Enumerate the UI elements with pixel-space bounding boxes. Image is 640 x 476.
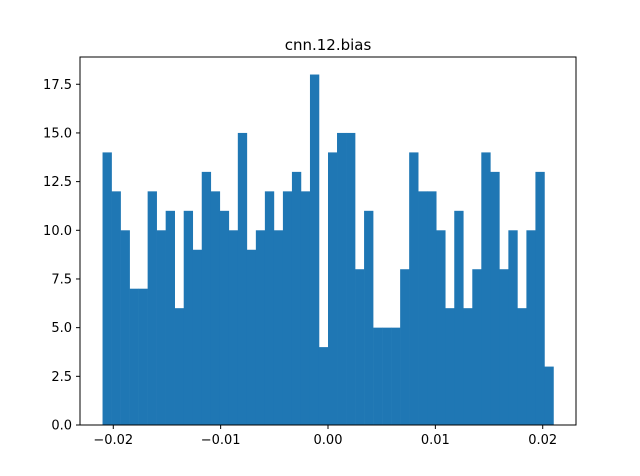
histogram-bar [364, 210, 374, 425]
histogram-bar [165, 210, 175, 425]
histogram-bar [120, 230, 130, 425]
histogram-bar [373, 327, 383, 425]
histogram-bar [445, 308, 455, 425]
histogram-bar [337, 132, 347, 425]
y-tick-label: 15.0 [43, 126, 72, 141]
histogram-bar [309, 74, 320, 426]
chart-title: cnn.12.bias [285, 36, 372, 54]
histogram-bar [219, 210, 230, 425]
histogram-bar [138, 288, 148, 425]
histogram-bar [282, 191, 293, 425]
histogram-bar [391, 327, 401, 425]
histogram-bar [526, 230, 536, 425]
histogram-bar [508, 230, 518, 425]
histogram-bar [201, 171, 212, 425]
histogram-bar [418, 191, 428, 425]
histogram-bar [400, 269, 410, 425]
y-axis: 0.0 2.5 5.0 7.5 10.0 12.5 15.0 17.5 [43, 78, 80, 434]
histogram-bar [102, 152, 112, 425]
histogram-bar [237, 132, 248, 425]
y-tick-label: 10.0 [43, 224, 72, 239]
y-tick-label: 0.0 [51, 419, 72, 434]
histogram-bar [454, 210, 464, 425]
histogram-bar [192, 249, 203, 425]
x-tick-label: −0.01 [201, 433, 241, 448]
y-tick-label: 7.5 [51, 272, 72, 287]
histogram-bar [264, 191, 275, 425]
histogram-bar [291, 171, 302, 425]
histogram-bar [355, 269, 365, 425]
histogram-bar [481, 152, 491, 425]
histogram-bar [427, 191, 437, 425]
histogram-bar [544, 366, 554, 425]
histogram-bar [490, 171, 500, 425]
x-tick-label: 0.01 [421, 433, 450, 448]
x-tick-label: 0.02 [528, 433, 557, 448]
histogram-bar [346, 132, 356, 425]
histogram-bar [472, 269, 482, 425]
y-tick-label: 2.5 [51, 370, 72, 385]
histogram-bar [382, 327, 392, 425]
histogram-bar [228, 230, 239, 425]
histogram-bar [273, 230, 284, 425]
histogram-bar [328, 152, 338, 425]
histogram-bar [409, 152, 419, 425]
histogram-bar [255, 230, 266, 425]
histogram-bar [535, 171, 545, 425]
histogram-bar [210, 191, 221, 425]
x-tick-label: 0.00 [314, 433, 343, 448]
x-tick-label: −0.02 [93, 433, 133, 448]
histogram-bar [183, 210, 194, 425]
y-tick-label: 12.5 [43, 175, 72, 190]
histogram-bar [318, 347, 329, 425]
y-tick-label: 5.0 [51, 321, 72, 336]
histogram-bar [129, 288, 139, 425]
histogram-bar [156, 230, 166, 425]
histogram-bar [111, 191, 121, 425]
histogram-bar [517, 308, 527, 425]
histogram-bar [463, 308, 473, 425]
histogram-bar [147, 191, 157, 425]
histogram-bar [246, 249, 257, 425]
histogram-bar [300, 191, 311, 425]
bars-group [102, 74, 554, 426]
x-axis: −0.02 −0.01 0.00 0.01 0.02 [93, 425, 557, 448]
histogram-bar [499, 269, 509, 425]
histogram-bar [436, 230, 446, 425]
histogram-bar [174, 308, 185, 425]
y-tick-label: 17.5 [43, 78, 72, 93]
